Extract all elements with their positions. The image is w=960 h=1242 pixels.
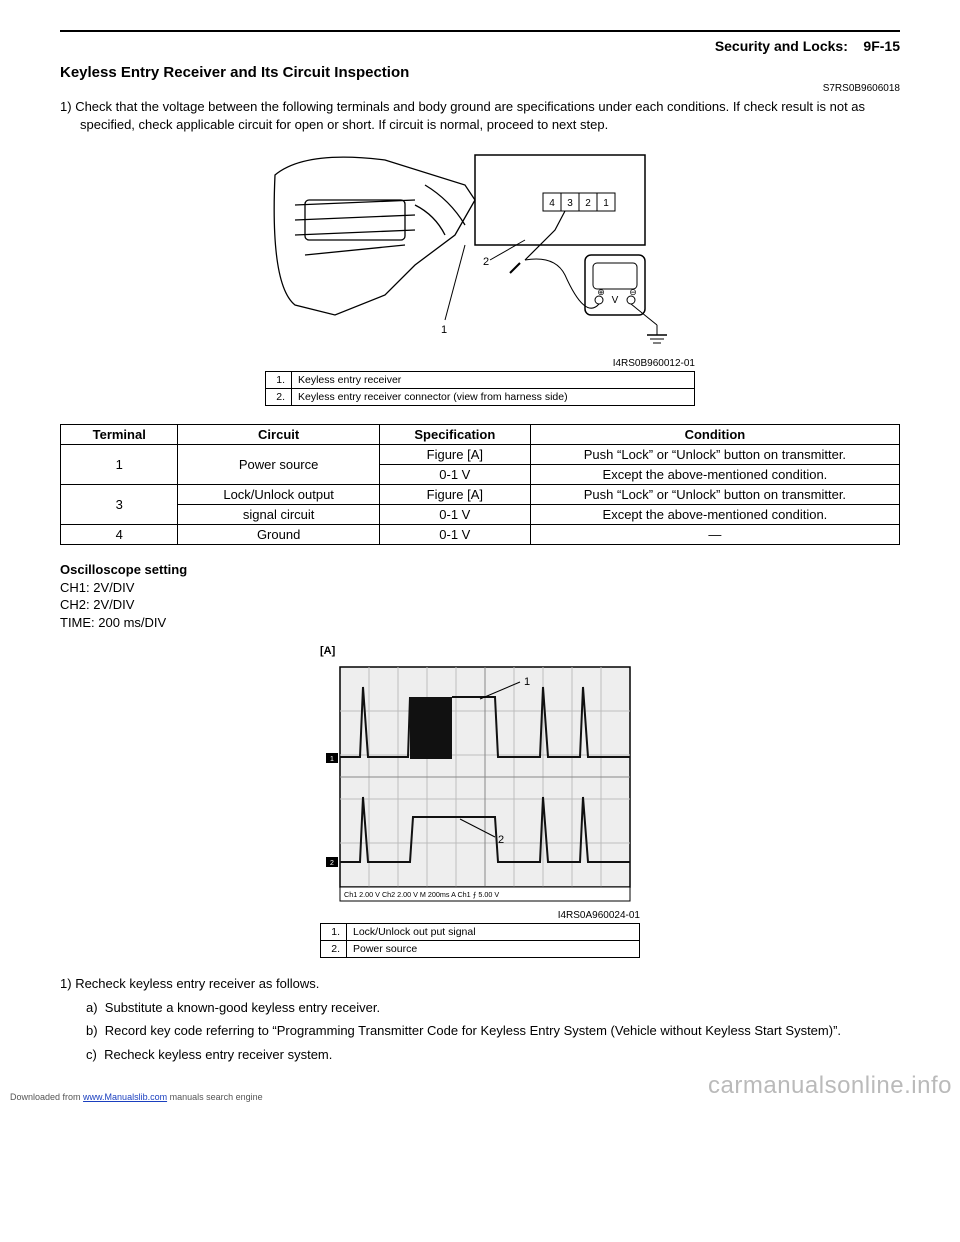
recheck-num: 1) (60, 976, 72, 991)
scope-time: TIME: 200 ms/DIV (60, 614, 900, 632)
recheck-lead: Recheck keyless entry receiver as follow… (75, 976, 319, 991)
footer-suffix: manuals search engine (170, 1092, 263, 1102)
footer-prefix: Downloaded from (10, 1092, 83, 1102)
conn-label-2: 2 (585, 198, 591, 209)
intro-num: 1) (60, 99, 72, 114)
th-spec: Specification (379, 425, 530, 445)
scope-status: Ch1 2.00 V Ch2 2.00 V M 200ms A Ch1 ⨍ 5.… (344, 890, 499, 899)
table-row: 1 Power source Figure [A] Push “Lock” or… (61, 445, 900, 465)
doc-code: S7RS0B9606018 (60, 83, 900, 94)
scope-ch1: CH1: 2V/DIV (60, 579, 900, 597)
svg-text:⊖: ⊖ (629, 287, 637, 297)
oscilloscope-settings: Oscilloscope setting CH1: 2V/DIV CH2: 2V… (60, 561, 900, 631)
pointer-2: 2 (483, 256, 489, 268)
spec-table: Terminal Circuit Specification Condition… (60, 424, 900, 545)
conn-label-3: 3 (567, 198, 573, 209)
intro-paragraph: 1) Check that the voltage between the fo… (60, 98, 900, 133)
svg-text:⊕: ⊕ (597, 287, 605, 297)
watermark: carmanualsonline.info (708, 1072, 952, 1100)
figure-receiver: 4 3 2 1 2 1 (60, 145, 900, 369)
figure2-label: [A] (320, 645, 640, 657)
footer-link[interactable]: www.Manualslib.com (83, 1092, 167, 1102)
conn-label-4: 4 (549, 198, 555, 209)
th-terminal: Terminal (61, 425, 178, 445)
recheck-steps: 1) Recheck keyless entry receiver as fol… (60, 974, 900, 1064)
ch1-marker: 1 (330, 756, 334, 763)
figure1-legend: 1.Keyless entry receiver 2.Keyless entry… (265, 371, 695, 406)
figure-oscilloscope: [A] (60, 645, 900, 921)
table-row: 1.Keyless entry receiver (266, 372, 695, 389)
scope-heading: Oscilloscope setting (60, 561, 900, 579)
table-row: 2.Power source (321, 941, 640, 958)
table-row: 3 Lock/Unlock output Figure [A] Push “Lo… (61, 485, 900, 505)
table-row: 4 Ground 0-1 V — (61, 525, 900, 545)
figure2-legend: 1.Lock/Unlock out put signal 2.Power sou… (320, 923, 640, 958)
figure2-code: I4RS0A960024-01 (320, 910, 640, 921)
header-section: Security and Locks: (715, 38, 848, 54)
table-row: signal circuit 0-1 V Except the above-me… (61, 505, 900, 525)
table-row: 2.Keyless entry receiver connector (view… (266, 389, 695, 406)
ch2-marker: 2 (330, 860, 334, 867)
scope-pointer-2: 2 (498, 834, 504, 846)
page-header: Security and Locks: 9F-15 (60, 38, 900, 54)
conn-label-1: 1 (603, 198, 609, 209)
th-cond: Condition (530, 425, 899, 445)
pointer-1: 1 (441, 324, 447, 336)
header-page: 9F-15 (863, 38, 900, 54)
th-circuit: Circuit (178, 425, 379, 445)
scope-ch2: CH2: 2V/DIV (60, 596, 900, 614)
table-row: 1.Lock/Unlock out put signal (321, 924, 640, 941)
scope-pointer-1: 1 (524, 676, 530, 688)
intro-text: Check that the voltage between the follo… (75, 99, 865, 132)
figure1-code: I4RS0B960012-01 (265, 358, 695, 369)
section-title: Keyless Entry Receiver and Its Circuit I… (60, 64, 900, 81)
meter-v: V (612, 295, 619, 306)
